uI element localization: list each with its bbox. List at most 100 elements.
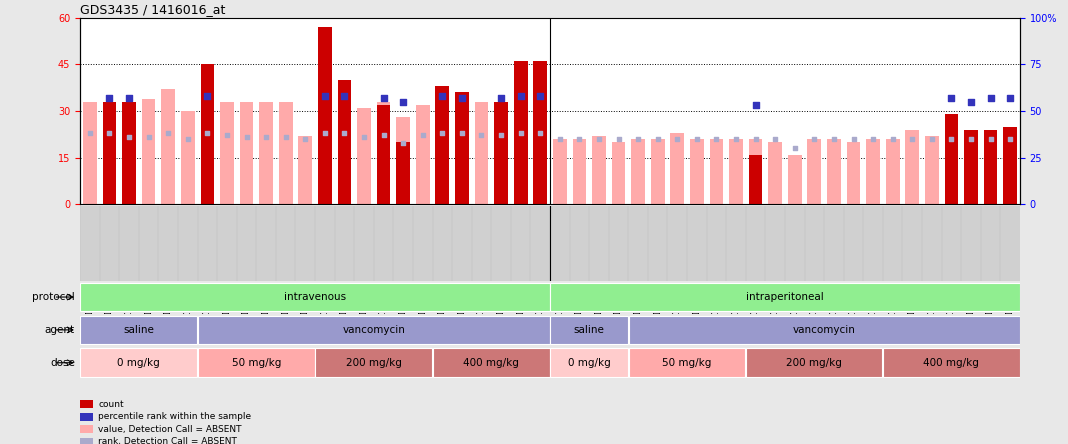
Bar [161,89,175,204]
Point [492,95,509,102]
Bar [847,142,861,204]
Point [669,135,686,143]
Point [649,135,666,143]
Point [962,98,979,105]
Bar [455,92,469,204]
Bar [220,102,234,204]
Point [453,95,470,102]
Bar [198,316,550,344]
Text: 400 mg/kg: 400 mg/kg [464,358,519,368]
Text: count: count [98,400,124,409]
Point [688,135,705,143]
Point [943,95,960,102]
Point [297,135,314,143]
Bar [533,61,547,204]
Bar [964,139,978,204]
Bar [631,139,645,204]
Bar [103,102,116,204]
Point [512,92,529,99]
Point [884,135,901,143]
Bar [122,102,136,204]
Text: 200 mg/kg: 200 mg/kg [786,358,843,368]
Bar [415,105,429,204]
Text: saline: saline [124,325,154,335]
Text: percentile rank within the sample: percentile rank within the sample [98,412,251,421]
Bar [142,99,156,204]
Bar [318,102,332,204]
Bar [906,130,920,204]
Bar [337,80,351,204]
Bar [612,142,626,204]
Bar [514,61,528,204]
Text: dose: dose [50,358,75,368]
Point [845,135,862,143]
Bar [671,133,685,204]
Point [591,135,608,143]
Bar [396,117,410,204]
Bar [474,102,488,204]
Bar [433,349,550,377]
Point [747,102,764,109]
Point [121,95,138,102]
Bar [80,316,198,344]
Point [747,135,764,143]
Point [1002,135,1019,143]
Point [257,134,274,141]
Bar [550,283,1020,311]
Point [81,130,98,137]
Point [100,130,117,137]
Bar [239,102,253,204]
Point [570,135,587,143]
Point [199,130,216,137]
Bar [201,102,215,204]
Bar [650,139,664,204]
Point [434,130,451,137]
Text: agent: agent [45,325,75,335]
Text: 50 mg/kg: 50 mg/kg [232,358,281,368]
Point [981,135,999,143]
Point [335,130,352,137]
Text: vancomycin: vancomycin [343,325,405,335]
Bar [436,102,450,204]
Bar [377,102,391,204]
Bar [1003,127,1017,204]
Bar [925,136,939,204]
Point [140,134,157,141]
Point [238,134,255,141]
Bar [866,139,880,204]
Bar [747,349,882,377]
Bar [80,283,550,311]
Bar [629,349,745,377]
Bar [553,139,567,204]
Point [923,135,940,143]
Bar [749,155,763,204]
Point [962,135,979,143]
Point [199,92,216,99]
Bar [80,349,198,377]
Bar [944,142,958,204]
Point [532,130,549,137]
Bar [103,102,116,204]
Text: protocol: protocol [32,292,75,302]
Point [943,135,960,143]
Text: 400 mg/kg: 400 mg/kg [924,358,979,368]
Point [100,95,117,102]
Text: rank, Detection Call = ABSENT: rank, Detection Call = ABSENT [98,437,237,444]
Point [179,135,197,143]
Point [767,135,784,143]
Point [826,135,843,143]
Bar [318,27,332,204]
Text: GDS3435 / 1416016_at: GDS3435 / 1416016_at [80,3,225,16]
Text: 0 mg/kg: 0 mg/kg [117,358,160,368]
Point [864,135,881,143]
Point [316,130,333,137]
Point [1002,95,1019,102]
Point [277,134,294,141]
Point [394,98,411,105]
Bar [337,102,351,204]
Point [218,132,235,139]
Point [473,132,490,139]
Bar [455,102,469,204]
Point [512,130,529,137]
Point [708,135,725,143]
